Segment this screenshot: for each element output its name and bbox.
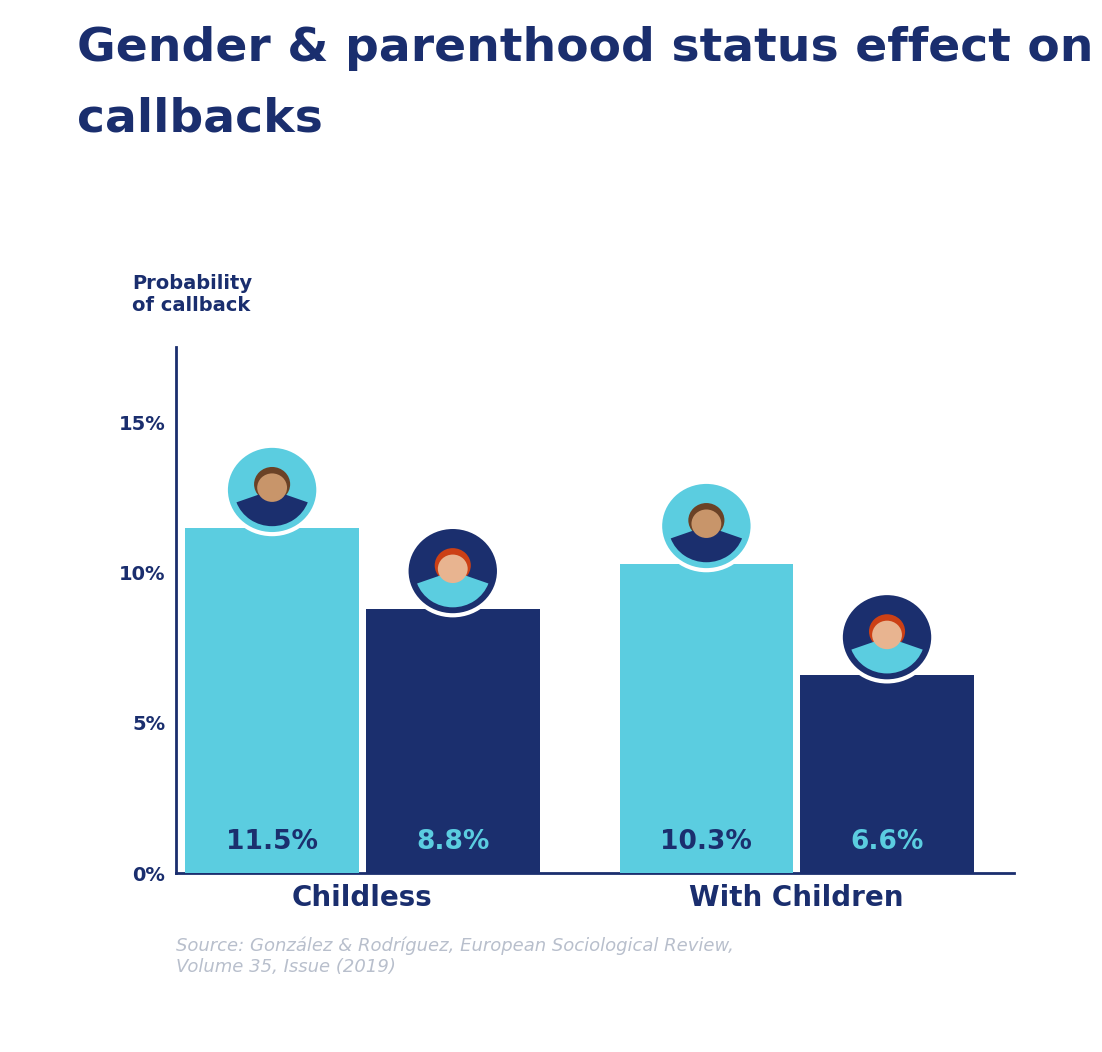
Bar: [366, 609, 540, 873]
Text: 10.3%: 10.3%: [660, 829, 753, 855]
Bar: [185, 527, 359, 873]
Text: callbacks: callbacks: [77, 97, 323, 142]
Text: 8.8%: 8.8%: [417, 829, 489, 855]
Text: Gender & parenthood status effect on: Gender & parenthood status effect on: [77, 26, 1093, 72]
Text: Probability
of callback: Probability of callback: [132, 274, 252, 315]
Text: Source: González & Rodríguez, European Sociological Review,
Volume 35, Issue (20: Source: González & Rodríguez, European S…: [176, 936, 734, 975]
Text: 6.6%: 6.6%: [851, 829, 923, 855]
Bar: [800, 674, 974, 873]
Bar: [619, 564, 793, 873]
Text: 11.5%: 11.5%: [226, 829, 318, 855]
